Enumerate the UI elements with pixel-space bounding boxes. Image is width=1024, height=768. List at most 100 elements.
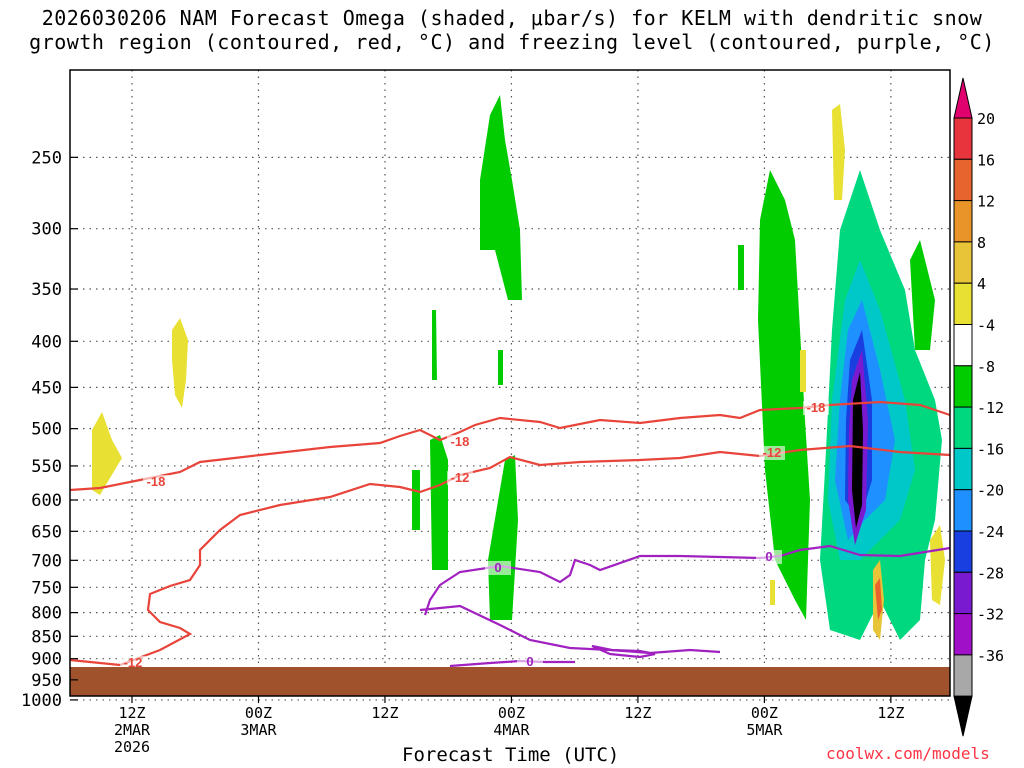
isotherm-minus12 [69,444,951,667]
x-axis-label: Forecast Time (UTC) [402,744,620,766]
freezing-level-low [419,604,721,655]
y-tick-label-600: 600 [31,491,62,511]
colorbar-label-7: -12 [977,399,1004,417]
ground-terrain [70,667,950,696]
y-tick-label-300: 300 [31,220,62,240]
ascent-5mar-max [852,372,863,528]
x-tick-label-6-0: 12Z [877,704,904,722]
contour-label-bg-2 [803,401,829,415]
contour-label-freezing-level-7: 0 [765,549,772,564]
ascent-4mar-column [430,435,448,570]
y-tick-label-500: 500 [31,420,62,440]
colorbar-swatch-7 [953,365,973,408]
x-tick-label-4-0: 12Z [624,704,651,722]
colorbar-swatch-10 [953,489,973,532]
colorbar-top-arrow [953,77,973,119]
x-tick-label-0-2: 2026 [114,738,150,756]
contour-label-bg-4 [447,471,473,485]
y-tick-label-750: 750 [31,578,62,598]
ascent-5mar-main [758,170,810,620]
freezing-level-loop [591,644,656,659]
colorbar-swatch-1 [953,117,973,160]
colorbar-swatch-11 [953,530,973,573]
x-tick-label-3-1: 4MAR [493,721,530,739]
contour-label-isotherm-minus18-0: -18 [147,474,166,489]
contour-label-freezing-level-6: 0 [494,560,501,575]
x-tick-label-3-0: 00Z [498,704,525,722]
y-tick-label-1000: 1000 [21,691,62,711]
colorbar-label-12: -32 [977,606,1004,624]
colorbar-swatch-4 [953,241,973,284]
contour-label-bg-5 [759,446,785,460]
contour-label-isotherm-minus12-5: -12 [763,445,782,460]
y-tick-label-850: 850 [31,627,62,647]
colorbar-swatch-5 [953,282,973,326]
x-tick-label-1-1: 3MAR [240,721,277,739]
descent-5mar-top [832,104,845,200]
colorbar-swatch-13 [953,613,973,656]
colorbar-swatch-2 [953,158,973,202]
y-tick-label-450: 450 [31,378,62,398]
colorbar-label-6: -8 [977,358,995,376]
contour-label-bg-7 [756,550,782,564]
freezing-level [423,544,951,616]
ascent-4mar-column2 [412,470,420,530]
colorbar-label-11: -28 [977,564,1004,582]
colorbar-label-9: -20 [977,482,1004,500]
contour-label-bg-3 [120,656,146,670]
x-tick-label-1-0: 00Z [245,704,272,722]
colorbar-label-5: -4 [977,317,995,335]
colorbar-label-10: -24 [977,523,1004,541]
isotherm-minus18 [69,400,951,492]
colorbar-label-2: 12 [977,193,995,211]
y-tick-label-250: 250 [31,148,62,168]
x-tick-label-2-0: 12Z [371,704,398,722]
colorbar-swatch-6 [953,324,973,367]
colorbar-swatch-14 [953,654,973,697]
y-tick-label-350: 350 [31,280,62,300]
descent-2mar-upper [172,318,188,408]
x-tick-label-0-1: 2MAR [114,721,151,739]
ascent-4mar-lower [488,455,518,620]
chart-title-line-1: 2026030206 NAM Forecast Omega (shaded, μ… [41,6,983,30]
ascent-4mar-upper [480,95,522,300]
y-tick-label-950: 950 [31,671,62,691]
contour-label-bg-6 [485,561,511,575]
plot-frame [69,69,951,697]
contour-label-isotherm-minus18-1: -18 [451,434,470,449]
descent-5mar-strong-core [875,578,882,620]
descent-2mar [92,412,122,495]
colorbar-label-0: 20 [977,110,995,128]
colorbar-label-3: 8 [977,234,986,252]
colorbar-swatch-3 [953,200,973,243]
ascent-5mar-small [738,245,744,290]
contour-label-bg-8 [517,655,543,669]
y-tick-label-400: 400 [31,332,62,352]
x-tick-label-0-0: 12Z [118,704,145,722]
y-tick-label-650: 650 [31,522,62,542]
contour-label-isotherm-minus12-4: -12 [451,470,470,485]
contour-label-bg-1 [447,435,473,449]
colorbar-bottom-arrow [953,695,973,737]
colorbar-label-1: 16 [977,151,995,169]
ascent-4mar-mid [432,310,437,380]
x-tick-label-5-1: 5MAR [746,721,783,739]
y-tick-label-900: 900 [31,650,62,670]
colorbar-swatch-12 [953,571,973,615]
chart-title-line-2: growth region (contoured, red, °C) and f… [29,30,995,54]
contour-label-freezing-level-8: 0 [526,654,533,669]
contour-label-bg-0 [143,475,169,489]
descent-5mar-bottom [770,580,775,605]
colorbar-swatch-8 [953,406,973,449]
y-tick-label-800: 800 [31,604,62,624]
contour-label-isotherm-minus18-2: -18 [807,400,826,415]
credit-text: coolwx.com/models [826,744,990,763]
colorbar-label-4: 4 [977,275,986,293]
ascent-5mar-anvil [910,240,935,350]
y-tick-label-550: 550 [31,457,62,477]
y-tick-label-700: 700 [31,551,62,571]
x-tick-label-5-0: 00Z [751,704,778,722]
colorbar-label-8: -16 [977,440,1004,458]
ascent-4mar-mid2 [498,350,503,385]
